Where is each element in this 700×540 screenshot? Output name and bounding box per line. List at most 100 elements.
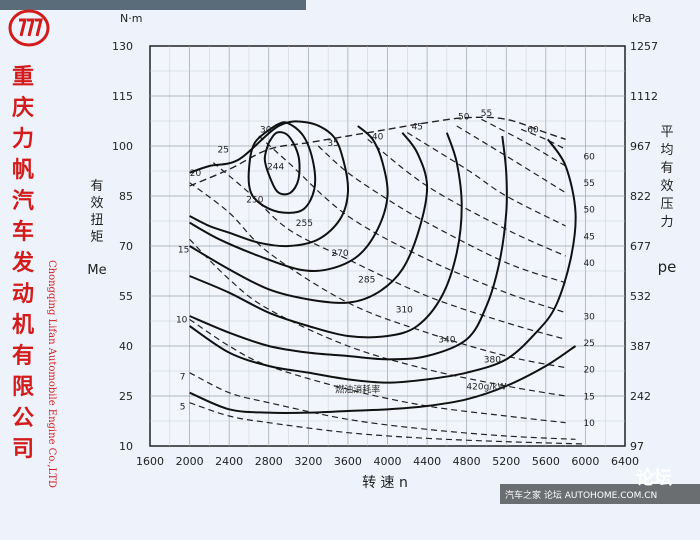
y-label-right-char: 平 (660, 125, 673, 140)
bsfc-contour (189, 135, 508, 361)
company-title: 重庆力帆汽车发动机有限公司 (10, 62, 36, 465)
bsfc-contour (189, 132, 463, 339)
lifan-logo-icon (8, 9, 50, 47)
y-label-right-symbol: pe (658, 258, 677, 276)
y-tick-label-right: 242 (630, 390, 651, 403)
y-label-left-char: 矩 (90, 230, 103, 245)
y-label-left-char: 效 (90, 196, 103, 211)
x-tick-label: 5600 (532, 455, 560, 468)
company-title-char: 汽 (11, 188, 34, 214)
company-title-char: 机 (11, 312, 34, 338)
bsfc-contour-label: 250 (246, 196, 263, 206)
company-title-char: 有 (11, 343, 34, 369)
y-tick-label-right: 387 (630, 340, 651, 353)
bsfc-contour (189, 125, 389, 272)
y-tick-label-right: 97 (630, 440, 644, 453)
y-tick-label-left: 10 (119, 440, 133, 453)
y-tick-label-right: 677 (630, 240, 651, 253)
power-line-label: 10 (176, 316, 188, 326)
x-tick-label: 6400 (611, 455, 639, 468)
company-title-char: 帆 (11, 157, 34, 183)
y-tick-label-left: 100 (112, 140, 133, 153)
power-line-label: 45 (411, 122, 422, 132)
y-tick-label-right: 532 (630, 290, 651, 303)
x-tick-label: 2000 (176, 455, 204, 468)
y-tick-label-left: 130 (112, 40, 133, 53)
bsfc-contour (189, 138, 577, 384)
y-tick-label-right: 967 (630, 140, 651, 153)
power-line (317, 145, 566, 284)
y-tick-label-left: 25 (119, 390, 133, 403)
power-line-label: 55 (481, 109, 492, 119)
x-tick-label: 2400 (215, 455, 243, 468)
power-line-label: 35 (327, 139, 338, 149)
bsfc-contour (247, 121, 317, 214)
power-line (189, 372, 576, 440)
y-unit-right: kPa (632, 12, 651, 25)
x-tick-label: 6000 (571, 455, 599, 468)
y-unit-left: N·m (120, 12, 142, 25)
bsfc-contour-label: 340 (438, 336, 455, 346)
company-title-char: 力 (11, 126, 34, 152)
engine-map-chart: 1600 2000 2400 2800 3200 3600 4000 4400 4800 5200… (87, 12, 677, 491)
power-line-label: 15 (178, 246, 189, 256)
company-title-char: 重 (11, 64, 34, 90)
power-line-label-right: 60 (583, 152, 595, 162)
power-line-label: 25 (218, 146, 229, 156)
power-line-label: 7 (180, 372, 186, 382)
power-line-label: 20 (190, 169, 202, 179)
bsfc-contour-label: 244 (267, 162, 284, 172)
x-tick-label: 3200 (294, 455, 322, 468)
bsfc-contour-label: 380 (484, 356, 501, 366)
bsfc-contour-label: 285 (358, 276, 375, 286)
y-label-right-char: 效 (660, 179, 673, 194)
bsfc-contour-label: 310 (396, 306, 413, 316)
y-label-right-char: 有 (660, 161, 673, 176)
power-line-label: 40 (372, 132, 384, 142)
power-line-label: 60 (527, 126, 539, 136)
x-tick-label: 4000 (374, 455, 402, 468)
company-title-char: 限 (11, 374, 34, 400)
y-label-right-char: 压 (660, 197, 673, 212)
y-label-left-char: 扭 (90, 213, 103, 228)
bsfc-contour (263, 131, 301, 196)
power-line-label-right: 10 (583, 419, 595, 429)
power-line-label-right: 15 (583, 392, 594, 402)
power-line (520, 128, 566, 150)
power-line (189, 402, 586, 445)
y-label-right-char: 均 (660, 143, 673, 158)
power-line (406, 132, 566, 227)
browser-top-strip (0, 0, 306, 10)
company-title-char: 车 (11, 219, 34, 245)
x-tick-label: 2800 (255, 455, 283, 468)
company-title-char: 发 (11, 250, 34, 276)
power-line (481, 118, 566, 167)
curve-family-label: 燃油消耗率 (335, 384, 380, 396)
y-tick-label-left: 85 (119, 190, 133, 203)
power-line-label: 30 (260, 126, 272, 136)
power-line-label-right: 50 (583, 206, 595, 216)
y-tick-label-left: 40 (119, 340, 133, 353)
bsfc-contour-label: 420g/kW (466, 382, 506, 392)
power-line-label-right: 55 (583, 179, 594, 189)
x-axis-label: 转 速 n (362, 475, 408, 491)
y-tick-label-right: 822 (630, 190, 651, 203)
x-tick-label: 1600 (136, 455, 164, 468)
bsfc-contour (189, 120, 350, 248)
company-title-char: 司 (11, 436, 34, 462)
y-tick-label-left: 55 (119, 290, 133, 303)
watermark-text: 汽车之家 论坛 AUTOHOME.COM.CN (505, 491, 658, 501)
x-tick-label: 5200 (492, 455, 520, 468)
power-line-label-right: 30 (583, 312, 595, 322)
power-line (367, 138, 566, 257)
company-title-char: 庆 (11, 95, 34, 121)
watermark-logo: 论坛 (636, 468, 672, 489)
y-tick-label-left: 115 (112, 90, 133, 103)
power-line-label-right: 40 (583, 259, 595, 269)
bsfc-contour-label: 255 (296, 219, 313, 229)
y-tick-label-right: 1257 (630, 40, 658, 53)
power-line-label: 50 (458, 112, 470, 122)
power-line-label-right: 25 (583, 339, 594, 349)
company-title-char: 公 (11, 405, 34, 431)
power-line (456, 125, 566, 194)
